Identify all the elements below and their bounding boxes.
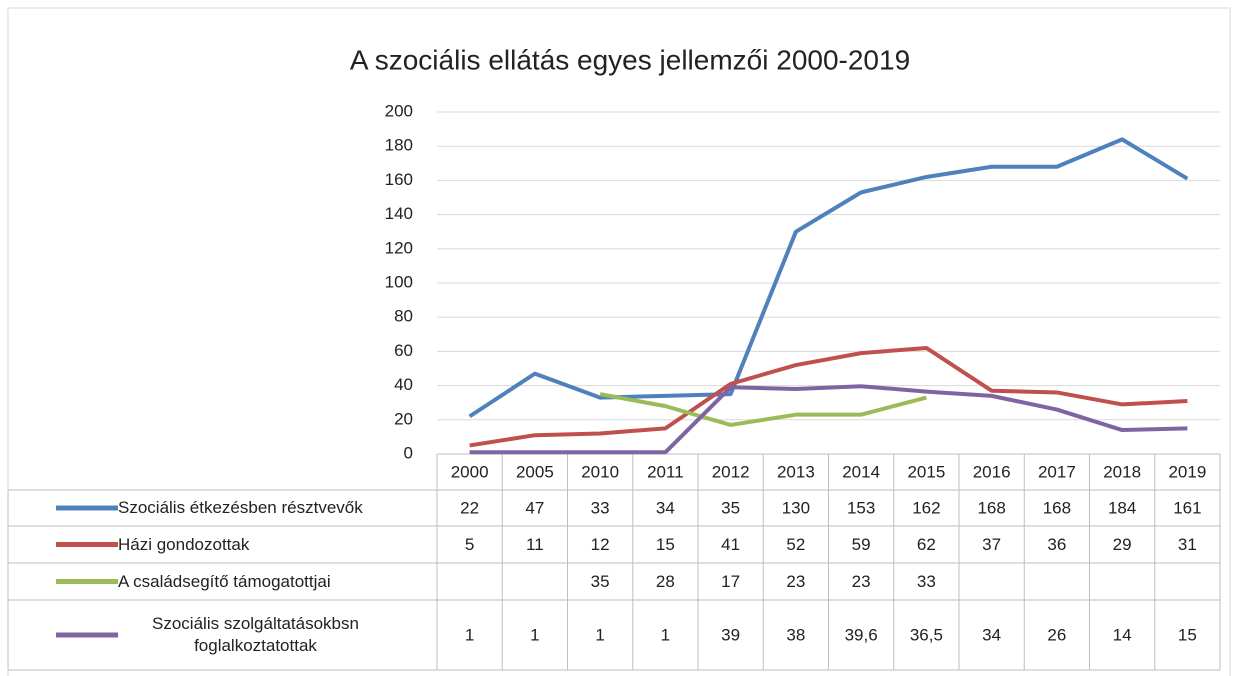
data-table-value: 15 <box>656 535 675 554</box>
y-tick-label: 20 <box>394 409 413 428</box>
x-tick-label: 2017 <box>1038 462 1076 481</box>
y-tick-label: 120 <box>385 238 413 257</box>
data-table-value: 23 <box>852 572 871 591</box>
x-tick-label: 2005 <box>516 462 554 481</box>
data-table-value: 23 <box>786 572 805 591</box>
x-tick-label: 2018 <box>1103 462 1141 481</box>
chart-frame <box>7 7 1231 676</box>
chart-title: A szociális ellátás egyes jellemzői 2000… <box>350 44 910 75</box>
y-tick-label: 0 <box>404 443 413 462</box>
data-table-value: 39 <box>721 625 740 644</box>
y-tick-label: 80 <box>394 307 413 326</box>
x-tick-label: 2019 <box>1168 462 1206 481</box>
data-table-value: 36,5 <box>910 625 943 644</box>
series-line <box>599 392 927 427</box>
y-tick-label: 180 <box>385 136 413 155</box>
x-tick-label: 2012 <box>712 462 750 481</box>
data-table-value: 14 <box>1113 625 1132 644</box>
data-table-value: 33 <box>917 572 936 591</box>
y-tick-label: 140 <box>385 204 413 223</box>
series-line <box>469 345 1188 448</box>
y-tick-label: 40 <box>394 375 413 394</box>
data-table-value: 161 <box>1173 498 1201 517</box>
y-tick-label: 100 <box>385 272 413 291</box>
x-tick-label: 2011 <box>647 462 684 481</box>
data-table-value: 17 <box>721 572 740 591</box>
x-tick-label: 2010 <box>581 462 619 481</box>
series-line <box>468 137 1189 419</box>
data-table-value: 52 <box>786 535 805 554</box>
data-table-value: 31 <box>1178 535 1197 554</box>
data-table-value: 36 <box>1047 535 1066 554</box>
data-table-value: 35 <box>591 572 610 591</box>
y-tick-label: 200 <box>385 101 413 120</box>
x-tick-label: 2016 <box>973 462 1011 481</box>
data-table-value: 153 <box>847 498 875 517</box>
legend-label-box: Szociális étkezésben résztvevők <box>118 498 363 517</box>
data-table-value: 168 <box>977 498 1005 517</box>
y-tick-label: 160 <box>385 170 413 189</box>
data-table-value: 34 <box>656 498 675 517</box>
y-tick-label: 60 <box>394 341 413 360</box>
series-line <box>469 384 1188 455</box>
legend-label-box: A családsegítő támogatottjai <box>118 571 331 591</box>
data-table-value: 59 <box>852 535 871 554</box>
data-table-value: 33 <box>591 498 610 517</box>
data-table-value: 37 <box>982 535 1001 554</box>
data-table-value: 1 <box>595 625 604 644</box>
data-table-value: 5 <box>465 535 474 554</box>
data-table-value: 62 <box>917 535 936 554</box>
data-table-value: 11 <box>526 535 544 554</box>
data-table-value: 184 <box>1108 498 1136 517</box>
legend-label-box: Szociális szolgáltatásokbsn foglalkoztat… <box>152 614 359 655</box>
data-table-value: 1 <box>661 625 670 644</box>
data-table-value: 130 <box>782 498 810 517</box>
legend-label-box: Házi gondozottak <box>118 534 250 554</box>
data-table-value: 39,6 <box>845 625 878 644</box>
data-table-value: 29 <box>1113 535 1132 554</box>
data-table-value: 41 <box>721 535 740 554</box>
data-table-value: 28 <box>656 572 675 591</box>
data-table-value: 47 <box>525 498 544 517</box>
data-table-value: 1 <box>530 625 539 644</box>
data-table-value: 168 <box>1043 498 1071 517</box>
x-tick-label: 2000 <box>451 462 489 481</box>
data-table-value: 1 <box>465 625 474 644</box>
legend-label: Házi gondozottak <box>118 534 250 554</box>
x-tick-label: 2014 <box>842 462 880 481</box>
x-tick-label: 2015 <box>907 462 945 481</box>
x-tick-label: 2013 <box>777 462 815 481</box>
data-table-value: 26 <box>1047 625 1066 644</box>
data-table-value: 34 <box>982 625 1001 644</box>
data-table-value: 15 <box>1178 625 1197 644</box>
legend-label: A családsegítő támogatottjai <box>118 571 331 591</box>
data-table-value: 22 <box>460 498 479 517</box>
data-table-value: 162 <box>912 498 940 517</box>
data-table-value: 38 <box>786 625 805 644</box>
legend-label: Szociális szolgáltatásokbsn foglalkoztat… <box>152 614 359 655</box>
legend-label: Szociális étkezésben résztvevők <box>118 498 363 517</box>
data-table-value: 35 <box>721 498 740 517</box>
data-table-value: 12 <box>591 535 610 554</box>
